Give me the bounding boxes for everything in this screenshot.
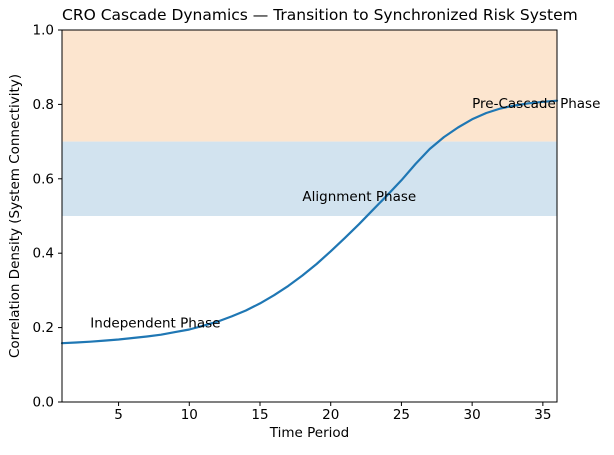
phase-annotation: Independent Phase bbox=[90, 316, 220, 332]
x-tick-label: 30 bbox=[464, 407, 481, 423]
alignment-zone-band bbox=[62, 141, 557, 216]
y-tick-label: 0.8 bbox=[33, 97, 54, 113]
x-axis-label: Time Period bbox=[269, 425, 350, 441]
y-tick-label: 0.0 bbox=[33, 395, 54, 411]
y-tick-label: 0.2 bbox=[33, 320, 54, 336]
axes-spines bbox=[61, 29, 558, 403]
y-tick-label: 0.4 bbox=[33, 246, 54, 262]
chart-title: CRO Cascade Dynamics — Transition to Syn… bbox=[62, 6, 578, 24]
x-tick-label: 15 bbox=[251, 407, 268, 423]
pre-cascade-zone-band bbox=[62, 30, 557, 142]
x-tick-label: 35 bbox=[534, 407, 551, 423]
y-tick-label: 0.6 bbox=[33, 171, 54, 187]
x-tick-label: 5 bbox=[114, 407, 123, 423]
correlation-density-curve bbox=[60, 99, 559, 345]
x-tick-label: 25 bbox=[393, 407, 410, 423]
phase-annotation: Alignment Phase bbox=[302, 189, 416, 205]
x-tick-label: 10 bbox=[181, 407, 198, 423]
y-tick-label: 1.0 bbox=[33, 23, 54, 39]
phase-annotation: Pre-Cascade Phase bbox=[472, 96, 600, 112]
x-tick-label: 20 bbox=[322, 407, 339, 423]
